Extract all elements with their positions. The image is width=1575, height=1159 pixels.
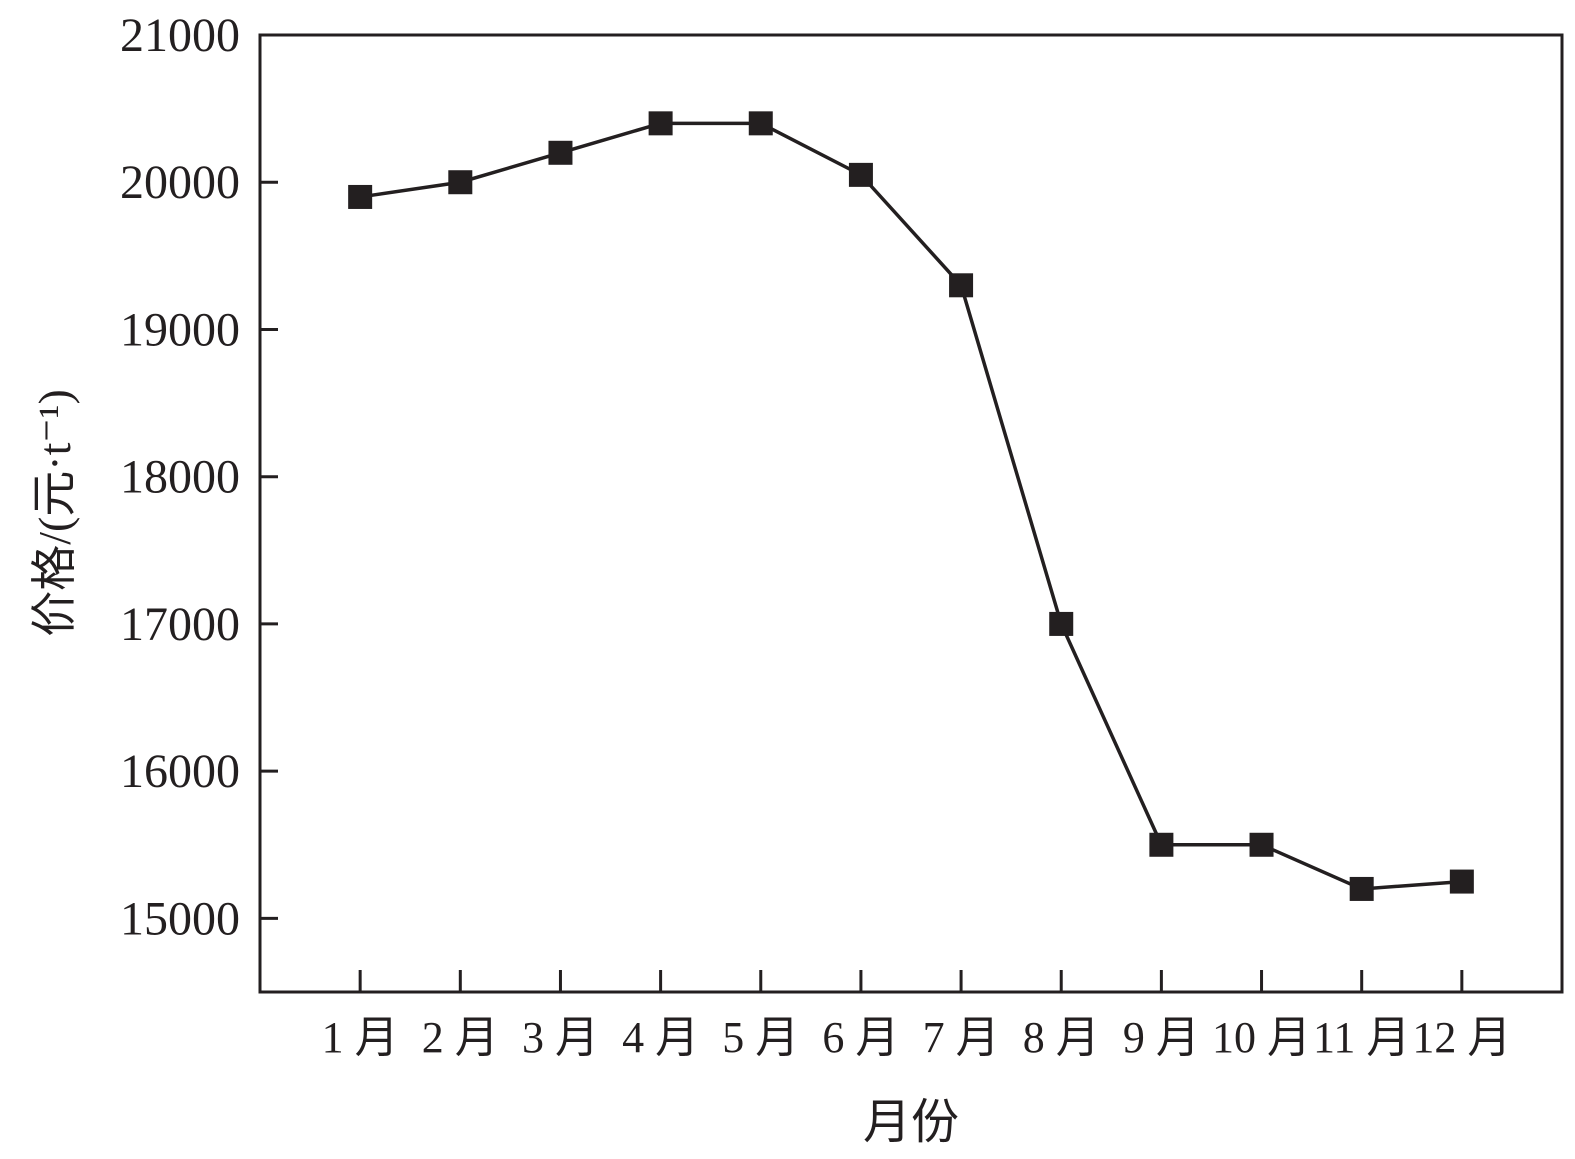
x-tick-label: 4 月 xyxy=(622,1013,699,1062)
data-point-6 xyxy=(848,162,873,187)
x-tick-label: 9 月 xyxy=(1123,1013,1200,1062)
data-point-10 xyxy=(1249,832,1274,857)
series-line xyxy=(359,121,1462,891)
y-tick-label: 16000 xyxy=(120,745,240,798)
y-tick-label: 15000 xyxy=(120,892,240,945)
y-axis-label: 价格/(元·t⁻¹) xyxy=(29,389,80,637)
x-tick-label: 7 月 xyxy=(923,1013,1000,1062)
x-tick-label: 8 月 xyxy=(1023,1013,1100,1062)
x-tick-label: 11 月 xyxy=(1313,1013,1410,1062)
data-point-8 xyxy=(1049,611,1074,636)
x-tick-label: 6 月 xyxy=(822,1013,899,1062)
data-point-4 xyxy=(648,111,673,136)
x-tick-label: 1 月 xyxy=(322,1013,399,1062)
data-point-7 xyxy=(949,273,974,298)
x-axis-label: 月份 xyxy=(863,1096,959,1149)
data-point-3 xyxy=(548,140,573,165)
data-point-11 xyxy=(1349,876,1374,901)
x-tick-label: 5 月 xyxy=(722,1013,799,1062)
data-point-9 xyxy=(1149,832,1174,857)
y-tick-label: 21000 xyxy=(120,9,240,62)
y-tick-label: 17000 xyxy=(120,598,240,651)
data-point-5 xyxy=(748,111,773,136)
y-tick-label: 20000 xyxy=(120,156,240,209)
y-tick-label: 18000 xyxy=(120,451,240,504)
x-tick-label: 2 月 xyxy=(422,1013,499,1062)
x-tick-label: 3 月 xyxy=(522,1013,599,1062)
x-tick-label: 12 月 xyxy=(1412,1013,1511,1062)
y-tick-label: 19000 xyxy=(120,303,240,356)
plot-frame xyxy=(258,33,1564,994)
data-point-1 xyxy=(348,184,373,209)
data-point-12 xyxy=(1449,869,1474,894)
x-tick-label: 10 月 xyxy=(1212,1013,1311,1062)
data-point-2 xyxy=(448,170,473,195)
